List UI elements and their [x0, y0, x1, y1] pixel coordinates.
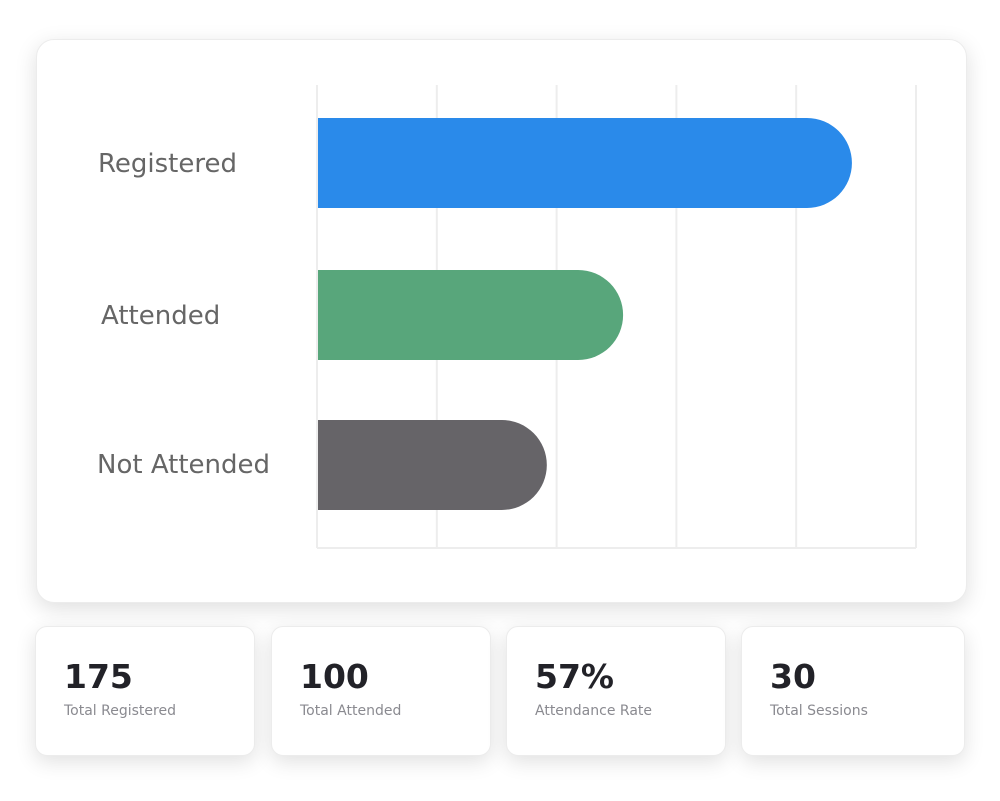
stat-value: 175 [64, 657, 133, 696]
stat-card-total-registered: 175 Total Registered [35, 626, 255, 756]
stat-label: Total Attended [300, 703, 402, 719]
stat-label: Total Sessions [770, 703, 868, 719]
stat-card-total-attended: 100 Total Attended [271, 626, 491, 756]
bar-chart: Registered Attended Not Attended [97, 85, 917, 549]
category-label-attended: Attended [101, 301, 220, 331]
stat-value: 30 [770, 657, 816, 696]
category-label-registered: Registered [98, 149, 237, 179]
stat-value: 100 [300, 657, 369, 696]
stat-card-attendance-rate: 57% Attendance Rate [506, 626, 726, 756]
bar-registered [318, 118, 852, 208]
stat-card-total-sessions: 30 Total Sessions [741, 626, 965, 756]
stat-value: 57% [535, 657, 614, 696]
category-label-not-attended: Not Attended [97, 450, 270, 480]
stat-label: Total Registered [64, 703, 176, 719]
stat-label: Attendance Rate [535, 703, 652, 719]
bar-attended [318, 270, 624, 360]
bar-not-attended [318, 420, 547, 510]
